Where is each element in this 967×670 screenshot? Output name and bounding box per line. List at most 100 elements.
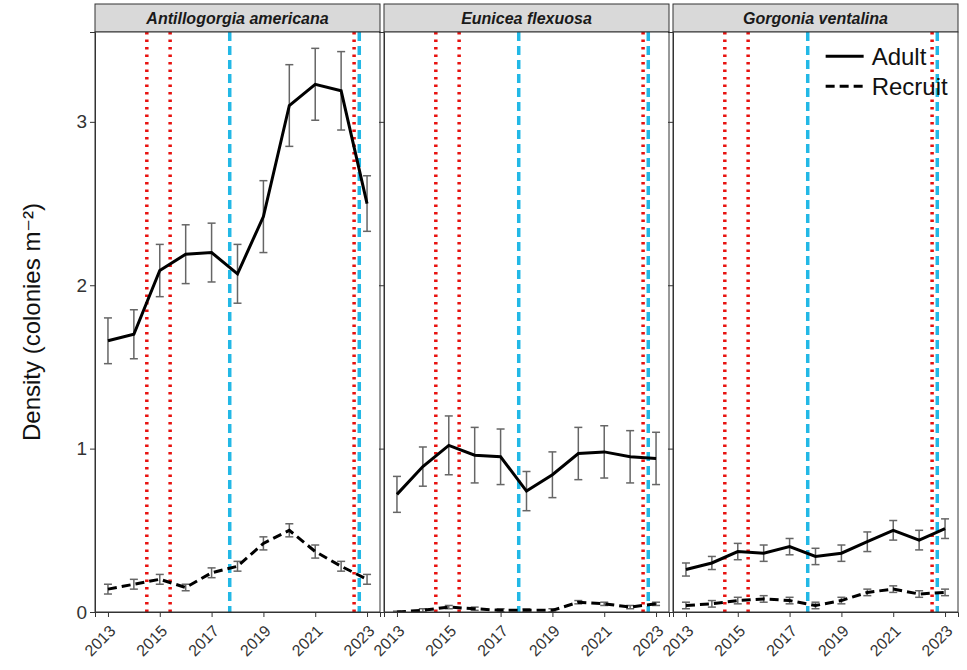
tick: 2017 [185, 612, 222, 659]
error-cap [182, 590, 190, 592]
error-cap [915, 549, 923, 551]
series-line [397, 602, 656, 612]
tick-mark [367, 612, 368, 617]
tick-mark [90, 285, 95, 286]
panel-border [384, 32, 669, 612]
error-cap [363, 231, 371, 233]
panel: Eunicea flexuosa201320152017201920212023 [370, 4, 669, 659]
error-stem [211, 568, 213, 578]
tick: 2021 [867, 612, 904, 659]
error-cap [363, 175, 371, 177]
error-cap [734, 559, 742, 561]
error-cap [104, 593, 112, 595]
tick-label: 2 [76, 275, 87, 296]
error-cap [574, 479, 582, 481]
tick-label: 2013 [81, 622, 118, 659]
axis-line [90, 33, 96, 613]
error-cap [786, 597, 794, 599]
tick-mark [686, 612, 687, 617]
axis-line [379, 33, 385, 613]
tick [379, 449, 384, 450]
tick-mark [945, 612, 946, 617]
tick-mark [379, 122, 384, 123]
tick [668, 122, 673, 123]
tick-mark [90, 449, 95, 450]
series-line [686, 589, 945, 605]
tick: 2015 [422, 612, 459, 659]
x-axis: 201320152017201920212023 [81, 612, 380, 659]
panel-border [95, 32, 380, 612]
tick: 2013 [659, 612, 696, 659]
error-cap [419, 446, 427, 448]
error-cap [786, 554, 794, 556]
tick-mark [501, 612, 502, 617]
tick: 1 [76, 438, 95, 459]
tick-mark [397, 612, 398, 617]
tick-label: 2021 [867, 622, 904, 659]
error-stem [918, 591, 920, 598]
error-cap [208, 281, 216, 283]
tick: 3 [76, 111, 95, 132]
error-cap [285, 536, 293, 538]
error-cap [259, 252, 267, 254]
error-cap [708, 556, 716, 558]
tick: 2015 [133, 612, 170, 659]
error-stem [133, 579, 135, 589]
tick [379, 285, 384, 286]
legend-item: Adult [826, 43, 927, 70]
axis-line [668, 33, 674, 613]
error-cap [786, 603, 794, 605]
series-line [397, 445, 656, 494]
tick: 2019 [526, 612, 563, 659]
error-cap [708, 606, 716, 608]
error-stem [237, 561, 239, 571]
error-cap [311, 557, 319, 559]
error-cap [812, 548, 820, 550]
error-cap [182, 224, 190, 226]
tick-mark [552, 612, 553, 617]
tick-mark [841, 612, 842, 617]
event-line [228, 32, 232, 612]
tick-label: 2021 [289, 622, 326, 659]
axis-line [674, 613, 959, 618]
marks [104, 32, 371, 612]
event-line [806, 32, 810, 612]
error-stem [737, 597, 739, 604]
series-line [108, 530, 367, 589]
error-cap [734, 597, 742, 599]
tick-mark [604, 612, 605, 617]
event-line [168, 32, 172, 612]
tick-mark [212, 612, 213, 617]
panel: Gorgonia ventalina2013201520172019202120… [659, 4, 958, 659]
tick: 2 [76, 275, 95, 296]
error-cap [337, 129, 345, 131]
tick: 2017 [763, 612, 800, 659]
error-cap [471, 482, 479, 484]
error-cap [445, 415, 453, 417]
y-axis [379, 33, 385, 613]
series-line [108, 84, 367, 341]
error-cap [626, 482, 634, 484]
tick-label: 2023 [918, 622, 955, 659]
error-stem [314, 545, 316, 558]
y-axis-title: Density (colonies m⁻²) [18, 203, 45, 441]
error-cap [941, 595, 949, 597]
tick: 2019 [237, 612, 274, 659]
error-cap [941, 538, 949, 540]
error-cap [941, 588, 949, 590]
error-cap [208, 577, 216, 579]
error-cap [104, 363, 112, 365]
error-cap [652, 432, 660, 434]
tick-label: 2017 [763, 622, 800, 659]
error-cap [259, 536, 267, 538]
tick-mark [90, 122, 95, 123]
tick-label: 2019 [237, 622, 274, 659]
error-cap [363, 583, 371, 585]
event-line [434, 32, 438, 612]
error-cap [708, 569, 716, 571]
event-line [145, 32, 149, 612]
tick-label: 0 [76, 602, 87, 623]
error-cap [419, 485, 427, 487]
error-cap [104, 317, 112, 319]
plot-background [384, 32, 669, 612]
